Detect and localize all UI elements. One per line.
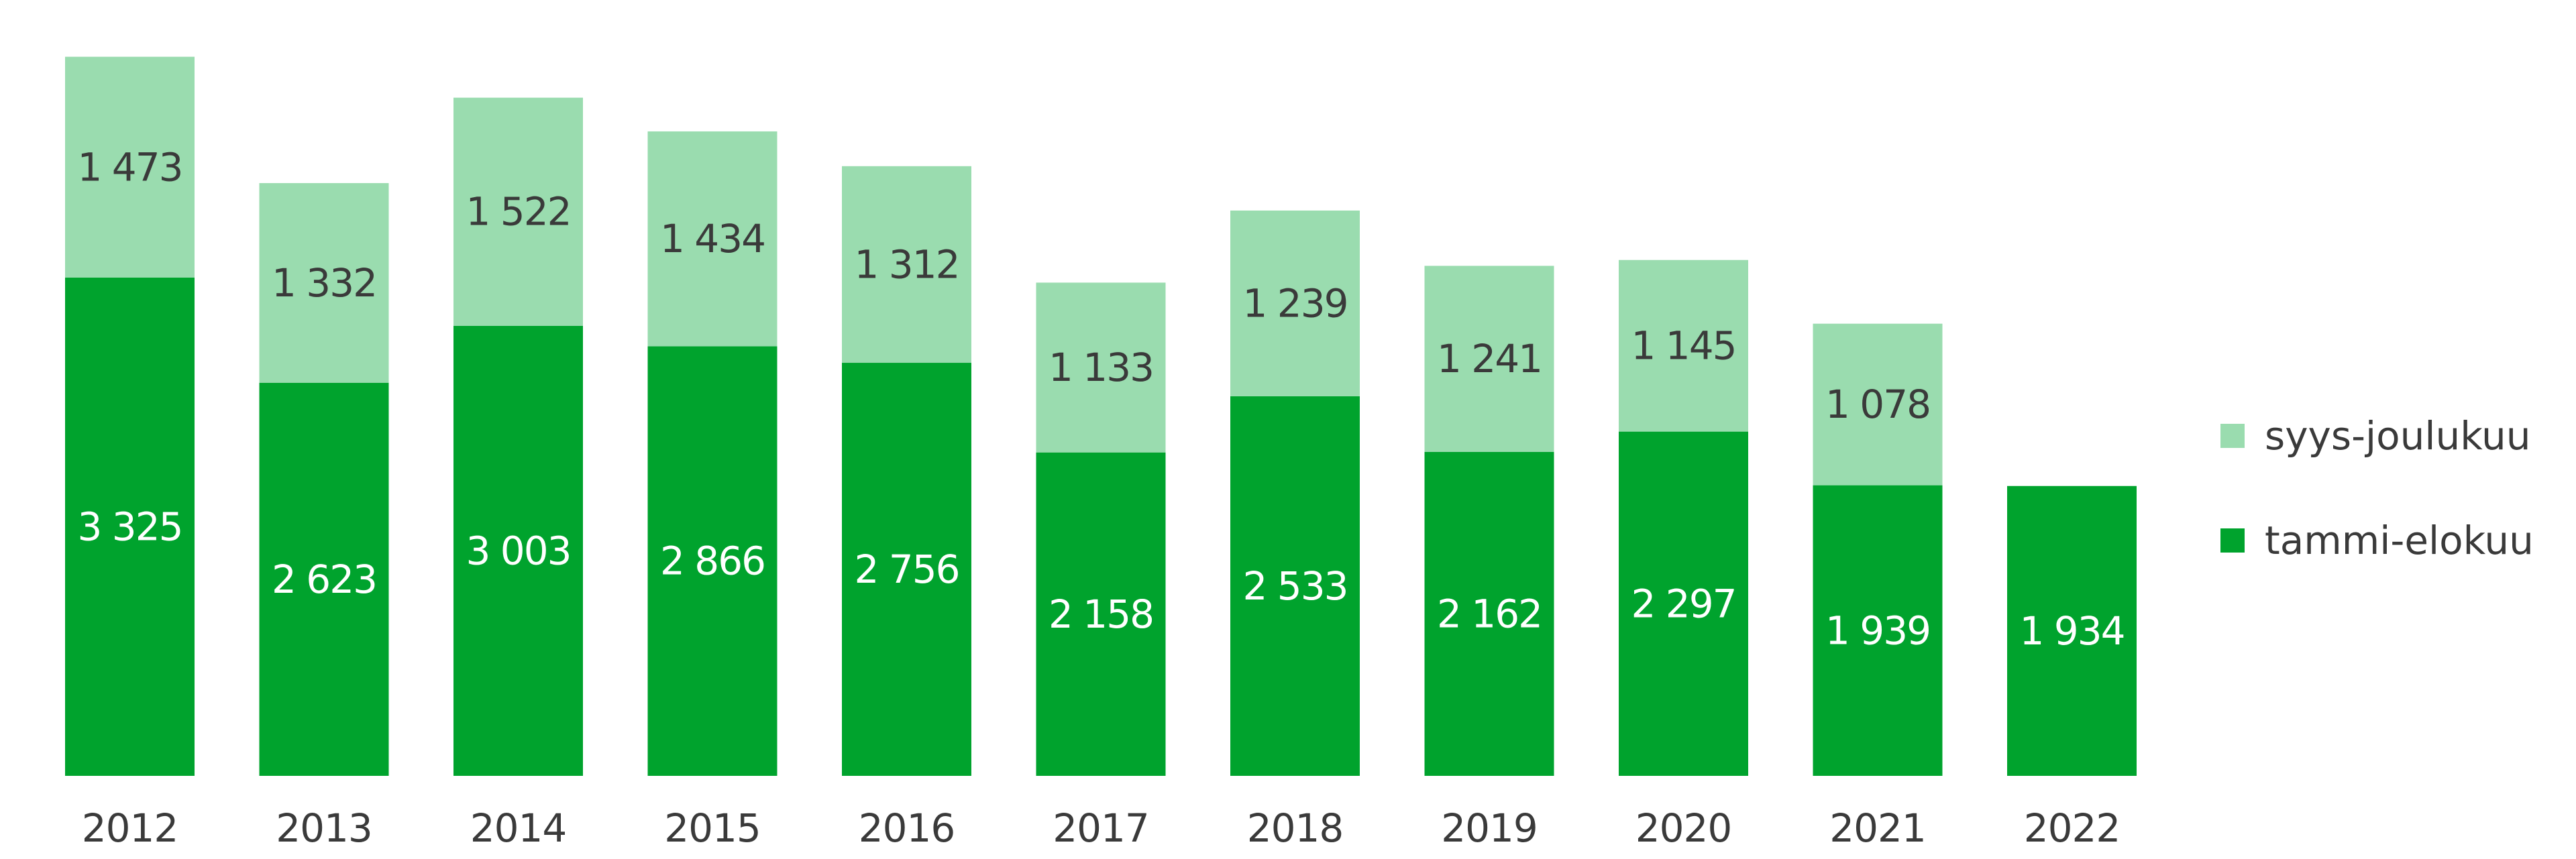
bar-tammi-elokuu-2013 xyxy=(259,382,389,776)
data-label-syys-joulukuu-2017: 1 133 xyxy=(1049,345,1153,390)
bar-tammi-elokuu-2015 xyxy=(647,346,777,776)
legend-label-tammi-elokuu: tammi-elokuu xyxy=(2265,518,2534,563)
data-label-tammi-elokuu-2015: 2 866 xyxy=(660,538,765,584)
legend-swatch-syys-joulukuu xyxy=(2220,424,2245,448)
data-label-tammi-elokuu-2013: 2 623 xyxy=(272,557,376,602)
data-label-tammi-elokuu-2021: 1 939 xyxy=(1825,608,1930,653)
data-label-tammi-elokuu-2018: 2 533 xyxy=(1242,563,1347,609)
data-label-syys-joulukuu-2020: 1 145 xyxy=(1631,323,1735,369)
x-tick-label-2020: 2020 xyxy=(1635,805,1732,851)
bar-tammi-elokuu-2020 xyxy=(1619,431,1748,776)
x-tick-label-2017: 2017 xyxy=(1053,805,1149,851)
x-tick-label-2019: 2019 xyxy=(1441,805,1538,851)
x-tick-label-2015: 2015 xyxy=(664,805,761,851)
bar-syys-joulukuu-2019 xyxy=(1424,266,1554,452)
data-label-syys-joulukuu-2021: 1 078 xyxy=(1825,382,1930,427)
bar-syys-joulukuu-2016 xyxy=(842,166,971,363)
x-tick-label-2013: 2013 xyxy=(276,805,372,851)
data-label-tammi-elokuu-2019: 2 162 xyxy=(1437,591,1542,636)
bar-tammi-elokuu-2017 xyxy=(1036,452,1166,776)
data-label-syys-joulukuu-2014: 1 522 xyxy=(466,189,570,235)
bar-syys-joulukuu-2018 xyxy=(1230,210,1360,396)
bar-tammi-elokuu-2018 xyxy=(1230,396,1360,776)
bar-tammi-elokuu-2016 xyxy=(842,363,971,776)
legend: syys-joulukuu tammi-elokuu xyxy=(2220,413,2534,563)
data-label-syys-joulukuu-2016: 1 312 xyxy=(854,241,959,287)
bar-syys-joulukuu-2021 xyxy=(1813,323,1943,485)
bar-labels-layer: 3 325 1 473 2 623 1 332 3 003 1 522 2 866 1 434… xyxy=(77,144,2125,654)
bar-tammi-elokuu-2019 xyxy=(1424,451,1554,776)
data-label-tammi-elokuu-2022: 1 934 xyxy=(2019,608,2124,654)
bar-tammi-elokuu-2012 xyxy=(65,277,195,776)
bar-syys-joulukuu-2013 xyxy=(259,183,389,383)
data-label-syys-joulukuu-2015: 1 434 xyxy=(660,216,765,262)
bars-layer xyxy=(65,56,2137,777)
legend-swatch-tammi-elokuu xyxy=(2220,528,2245,553)
bar-tammi-elokuu-2014 xyxy=(453,325,583,777)
x-tick-label-2021: 2021 xyxy=(1829,805,1926,851)
data-label-syys-joulukuu-2018: 1 239 xyxy=(1242,280,1347,326)
category-labels-layer: 2012 2013 2014 2015 2016 2017 2018 2019 2020 2021… xyxy=(82,805,2121,851)
x-tick-label-2018: 2018 xyxy=(1247,805,1344,851)
x-tick-label-2016: 2016 xyxy=(859,805,955,851)
data-label-syys-joulukuu-2019: 1 241 xyxy=(1437,336,1542,382)
bar-syys-joulukuu-2012 xyxy=(65,56,195,278)
x-tick-label-2022: 2022 xyxy=(2024,805,2121,851)
legend-label-syys-joulukuu: syys-joulukuu xyxy=(2265,413,2531,459)
data-label-tammi-elokuu-2014: 3 003 xyxy=(466,528,570,573)
data-label-tammi-elokuu-2012: 3 325 xyxy=(77,504,182,549)
bar-syys-joulukuu-2017 xyxy=(1036,282,1166,453)
bar-syys-joulukuu-2015 xyxy=(647,131,777,347)
bar-syys-joulukuu-2014 xyxy=(453,97,583,326)
data-label-tammi-elokuu-2017: 2 158 xyxy=(1049,591,1153,637)
data-label-syys-joulukuu-2012: 1 473 xyxy=(77,144,182,190)
data-label-tammi-elokuu-2016: 2 756 xyxy=(854,547,959,592)
x-tick-label-2012: 2012 xyxy=(82,805,178,851)
bar-syys-joulukuu-2020 xyxy=(1619,260,1748,432)
data-label-tammi-elokuu-2020: 2 297 xyxy=(1631,581,1735,626)
x-tick-label-2014: 2014 xyxy=(470,805,567,851)
bar-tammi-elokuu-2022 xyxy=(2007,485,2137,776)
bar-tammi-elokuu-2021 xyxy=(1813,485,1943,776)
data-label-syys-joulukuu-2013: 1 332 xyxy=(272,260,376,306)
